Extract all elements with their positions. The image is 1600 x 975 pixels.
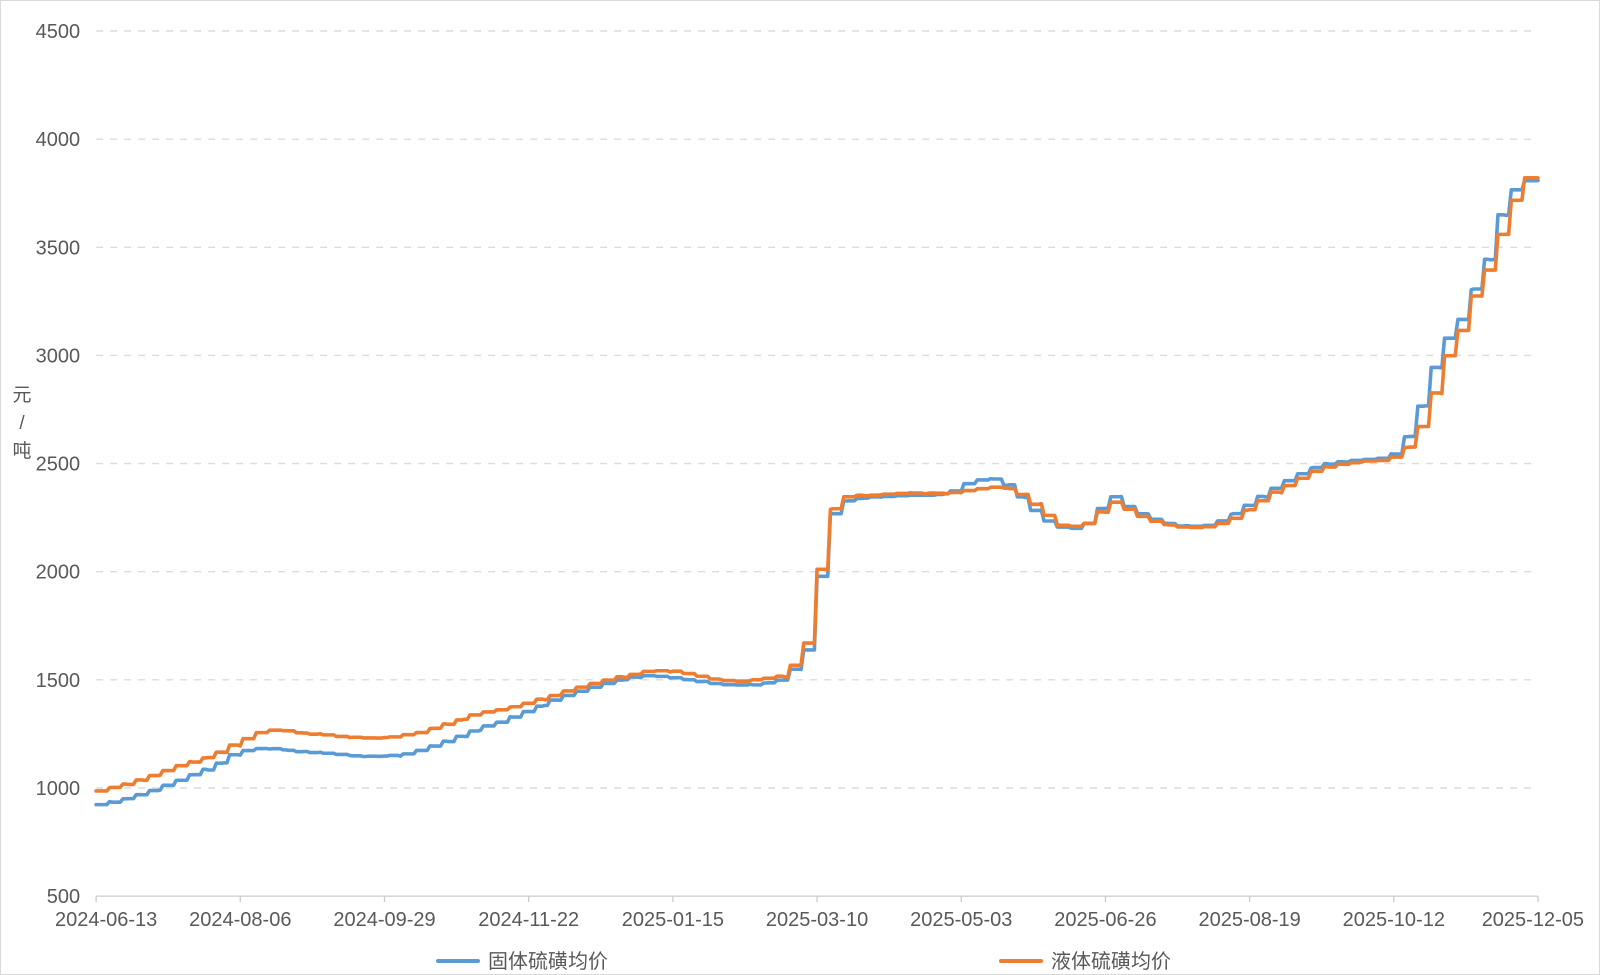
svg-text:2025-10-12: 2025-10-12	[1343, 909, 1445, 931]
svg-text:3000: 3000	[36, 345, 81, 367]
svg-text:2500: 2500	[36, 454, 81, 476]
svg-text:2024-08-06: 2024-08-06	[189, 909, 291, 931]
svg-text:1000: 1000	[36, 778, 81, 800]
svg-text:2024-09-29: 2024-09-29	[333, 909, 435, 931]
svg-text:2000: 2000	[36, 562, 81, 584]
svg-text:2024-11-22: 2024-11-22	[478, 909, 579, 931]
svg-text:2025-03-10: 2025-03-10	[766, 909, 868, 931]
svg-text:1500: 1500	[36, 670, 81, 692]
svg-text:/: /	[19, 413, 25, 434]
svg-text:液体硫磺均价: 液体硫磺均价	[1051, 950, 1171, 973]
svg-text:2024-06-13: 2024-06-13	[55, 909, 157, 931]
svg-text:2025-06-26: 2025-06-26	[1054, 909, 1156, 931]
svg-text:固体硫磺均价: 固体硫磺均价	[488, 950, 608, 973]
svg-text:2025-01-15: 2025-01-15	[622, 909, 724, 931]
svg-text:3500: 3500	[36, 237, 81, 259]
svg-text:2025-05-03: 2025-05-03	[910, 909, 1012, 931]
svg-text:4500: 4500	[36, 21, 81, 43]
svg-text:元: 元	[12, 385, 31, 406]
svg-text:2025-12-05: 2025-12-05	[1482, 909, 1584, 931]
svg-text:500: 500	[47, 886, 80, 908]
svg-text:2025-08-19: 2025-08-19	[1198, 909, 1300, 931]
svg-text:4000: 4000	[36, 129, 81, 151]
svg-text:吨: 吨	[12, 440, 31, 462]
